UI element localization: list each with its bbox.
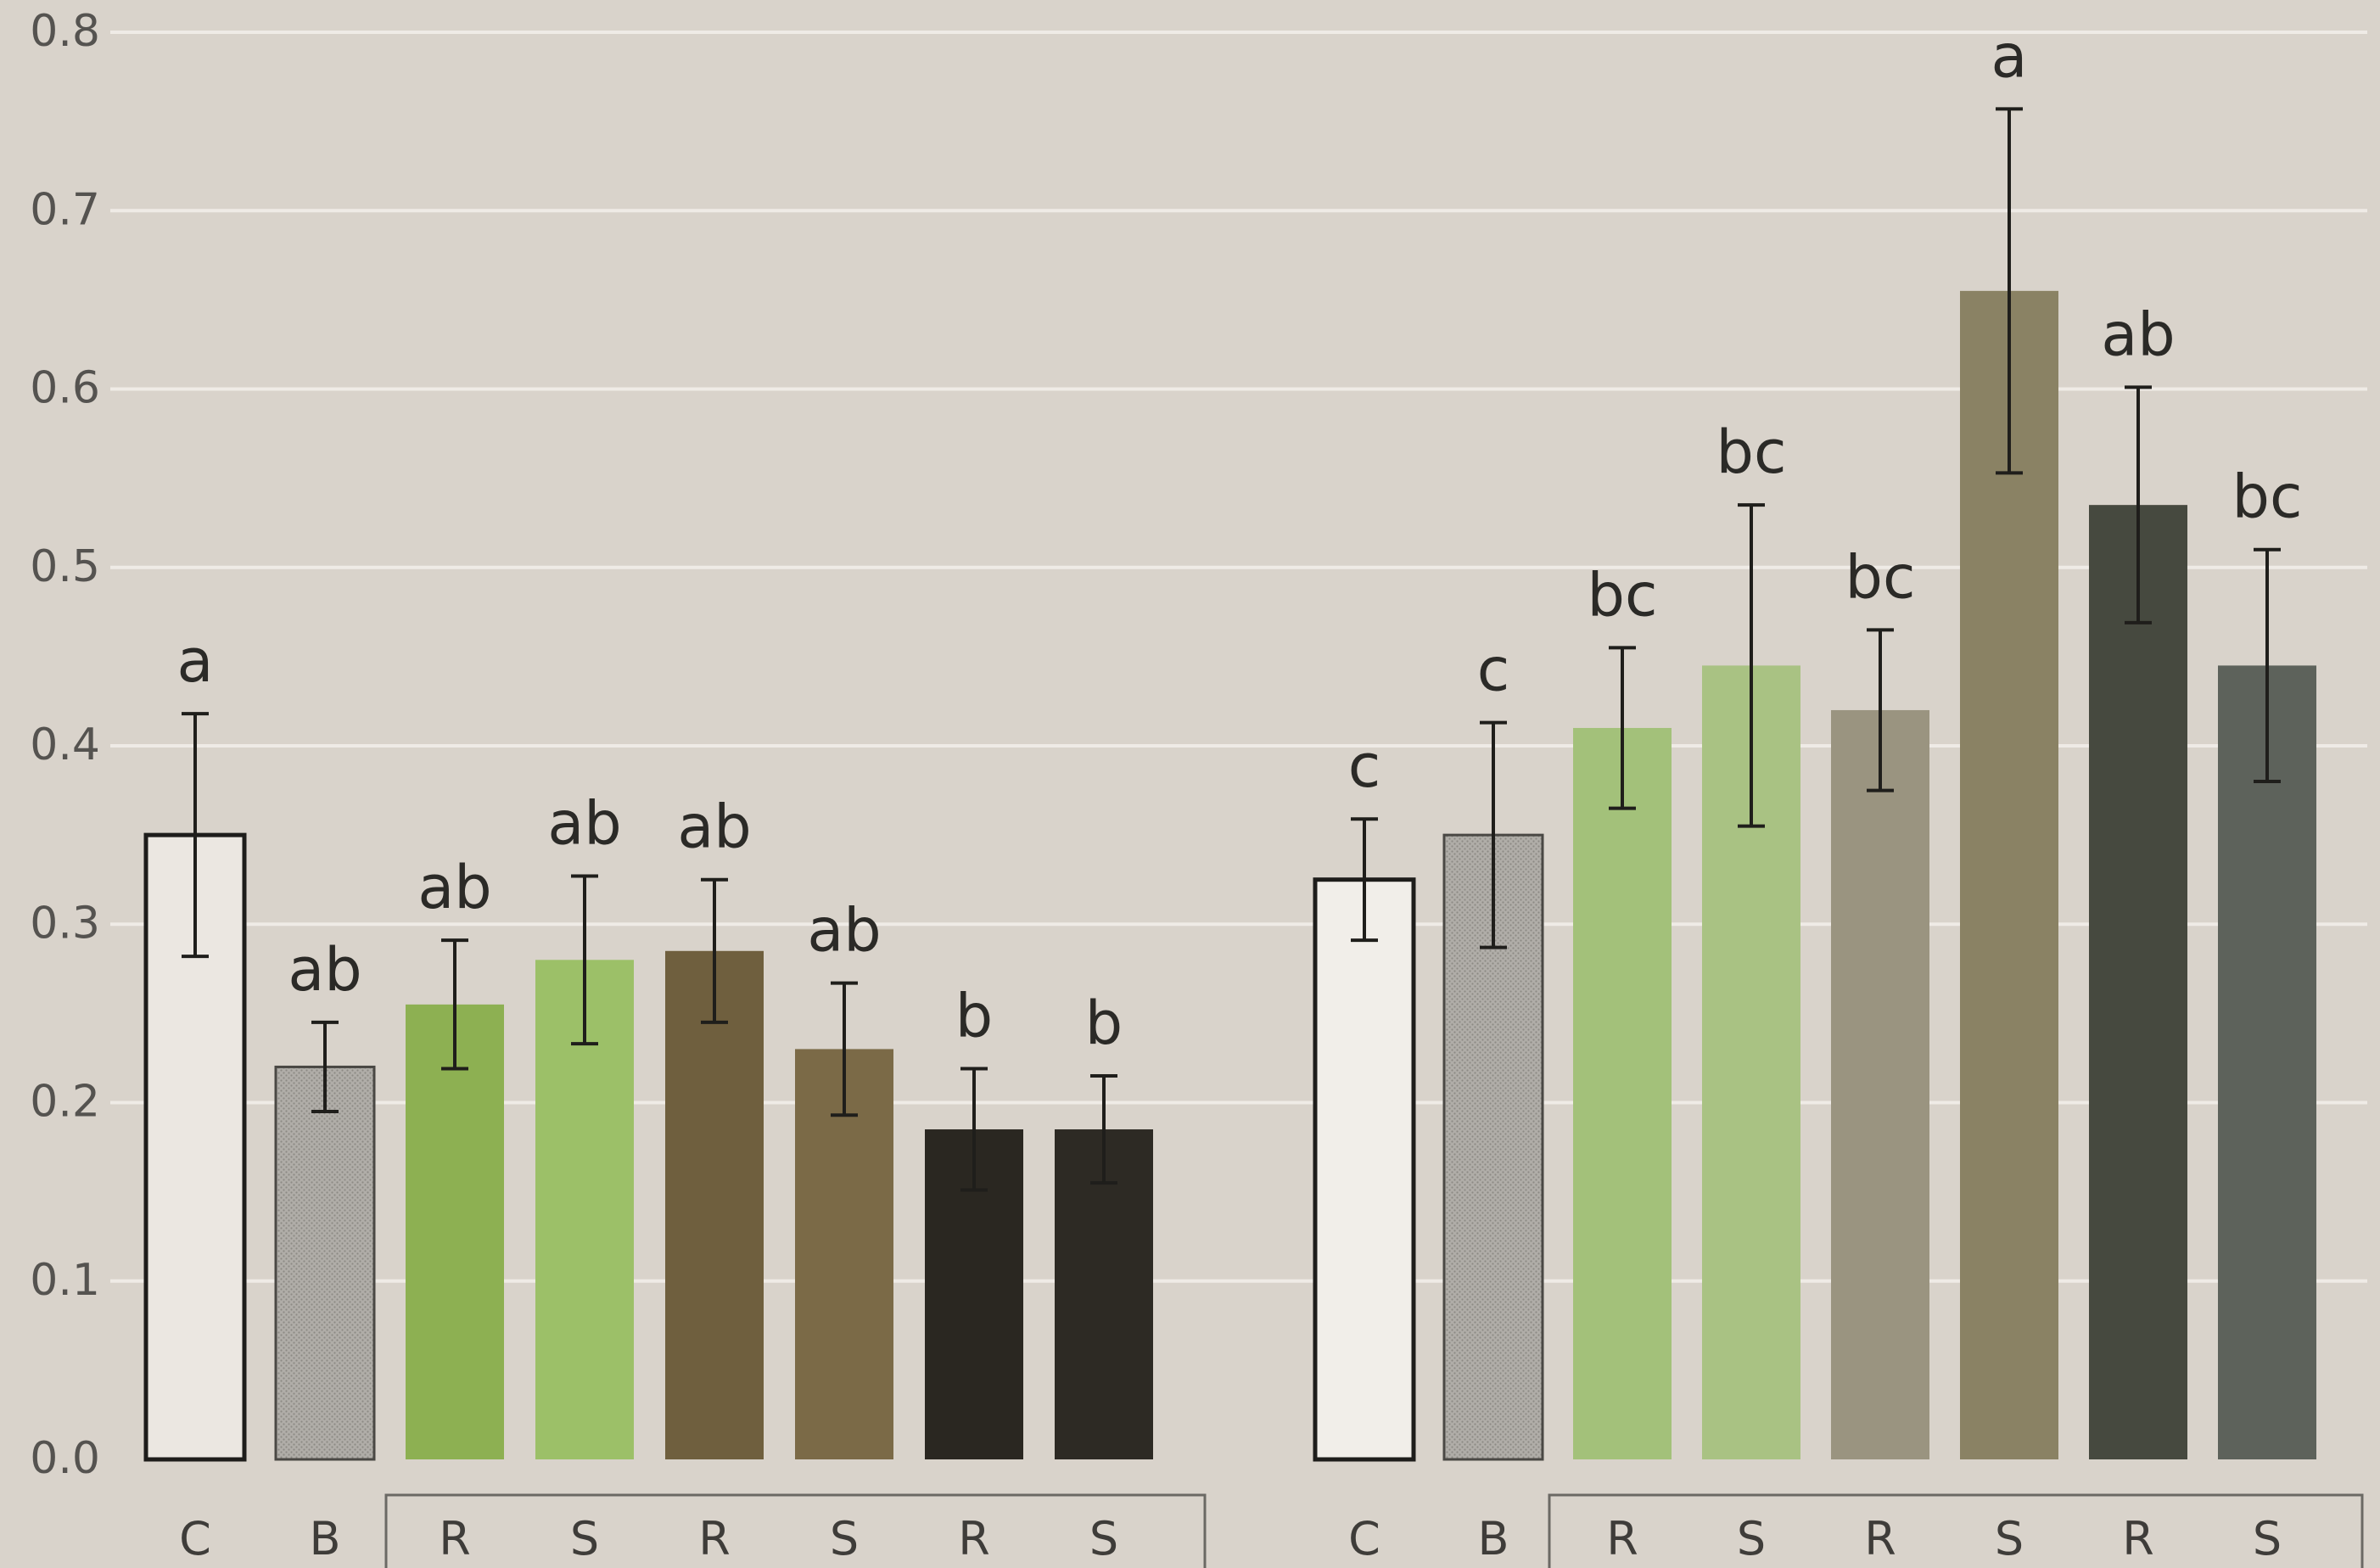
category-label: R — [698, 1512, 731, 1565]
error-bar — [2254, 547, 2281, 784]
y-tick-label: 0.5 — [30, 541, 100, 592]
y-tick-label: 0.6 — [30, 363, 100, 414]
y-tick-label: 0.3 — [30, 898, 100, 949]
significance-letter: b — [1085, 988, 1123, 1058]
category-label: R — [1606, 1512, 1638, 1565]
significance-letter: ab — [807, 896, 881, 966]
bar-right-6 — [2089, 505, 2187, 1459]
error-bar — [1996, 107, 2023, 475]
bar-right-7 — [2218, 665, 2316, 1459]
error-bar — [701, 877, 728, 1024]
category-label: R — [1864, 1512, 1896, 1565]
significance-letter: ab — [677, 792, 751, 862]
significance-letter: a — [177, 626, 214, 696]
category-label: S — [830, 1512, 859, 1565]
significance-letter: a — [1991, 21, 2028, 91]
category-label: S — [2253, 1512, 2282, 1565]
category-label: S — [570, 1512, 599, 1565]
error-bar — [1351, 817, 1378, 943]
error-bar — [1090, 1073, 1117, 1185]
chart-panels: a Cab Bab Rab Sab Rab Sb Rb Sc Cc Bbc Rbc Sbc Ra Sab Rb… — [143, 21, 2364, 1568]
bar-right-4 — [1831, 709, 1929, 1459]
category-label: R — [2122, 1512, 2154, 1565]
bar-left-2 — [406, 1004, 504, 1459]
error-bar — [311, 1020, 339, 1114]
bar-left-5 — [795, 1049, 893, 1459]
y-tick-label: 0.1 — [30, 1255, 100, 1306]
error-bar — [2125, 385, 2152, 624]
significance-letter: c — [1348, 731, 1381, 801]
y-tick-label: 0.2 — [30, 1077, 100, 1128]
y-tick-label: 0.8 — [30, 6, 100, 57]
y-tick-label: 0.0 — [30, 1433, 100, 1484]
significance-letter: ab — [2101, 300, 2175, 369]
bar-right-5 — [1960, 290, 2058, 1459]
error-bar — [441, 938, 468, 1071]
error-bar — [960, 1067, 988, 1192]
error-bar — [1867, 628, 1894, 792]
category-label: S — [1995, 1512, 2024, 1565]
significance-letter: ab — [417, 853, 491, 922]
error-bar — [1738, 503, 1765, 828]
category-label: B — [309, 1512, 340, 1565]
left-panel: a Cab Bab Rab Sab Rab Sb Rb S — [143, 626, 1207, 1568]
group-bracket — [384, 1493, 1207, 1568]
error-bar — [831, 981, 858, 1117]
bar-left-1 — [274, 1065, 376, 1461]
significance-letter: b — [955, 982, 993, 1051]
significance-letter: c — [1477, 636, 1510, 705]
category-label: R — [439, 1512, 471, 1565]
bar-right-2 — [1573, 727, 1672, 1459]
significance-letter: ab — [547, 788, 621, 858]
significance-letter: bc — [1588, 560, 1658, 630]
error-bar — [1609, 646, 1636, 810]
significance-letter: bc — [1845, 542, 1916, 612]
y-tick-label: 0.7 — [30, 184, 100, 235]
y-axis: 0.0 0.1 0.2 0.3 0.4 0.5 0.6 0.7 0.8 — [30, 6, 2367, 1484]
error-bar — [182, 712, 209, 959]
significance-letter: ab — [288, 935, 361, 1005]
error-bar — [571, 874, 598, 1046]
significance-letter: bc — [1716, 417, 1787, 487]
group-bracket — [1548, 1493, 2364, 1568]
right-panel: c Cc Bbc Rbc Sbc Ra Sab Rbc S — [1313, 21, 2364, 1568]
bar-right-0 — [1313, 877, 1416, 1462]
bar-left-4 — [665, 950, 764, 1459]
category-label: S — [1737, 1512, 1766, 1565]
error-bar — [1480, 720, 1507, 949]
category-label: C — [1348, 1512, 1380, 1565]
category-label: R — [958, 1512, 990, 1565]
category-label: S — [1089, 1512, 1118, 1565]
category-label: C — [179, 1512, 211, 1565]
y-tick-label: 0.4 — [30, 720, 100, 770]
category-label: B — [1477, 1512, 1509, 1565]
significance-letter: bc — [2232, 462, 2303, 532]
